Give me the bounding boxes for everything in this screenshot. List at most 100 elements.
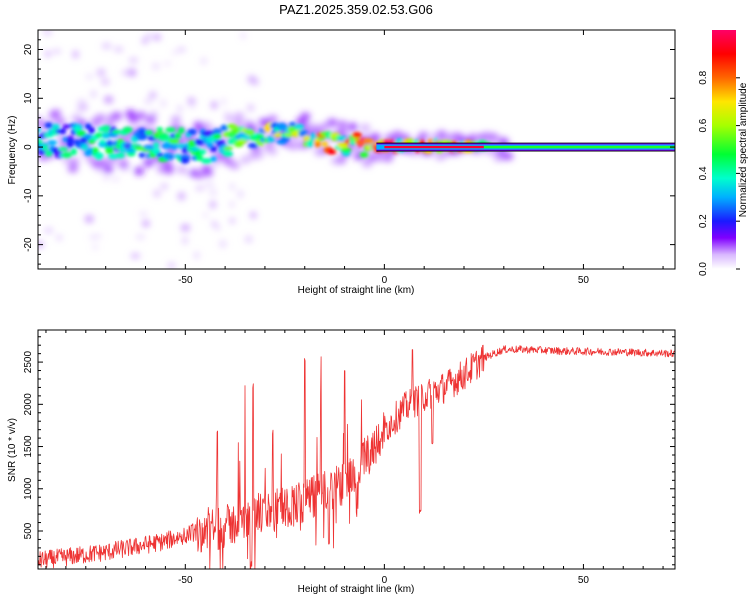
spectrogram-noise-blob	[113, 176, 119, 182]
spectrogram-core-blob	[340, 147, 352, 153]
spectrogram-halo-blob	[176, 165, 187, 174]
spectrogram-core-blob	[307, 142, 314, 148]
spectrogram-noise-blob	[229, 201, 234, 207]
spectrogram-noise-blob	[152, 34, 162, 41]
spectrogram-halo-blob	[392, 131, 403, 140]
spectrogram-noise-blob	[130, 253, 141, 259]
spectrogram-halo-blob	[240, 155, 251, 164]
spectrogram-core-blob	[152, 147, 161, 155]
snr-x-tick-label: -50	[178, 575, 193, 586]
snr-y-tick-label: 1500	[23, 435, 34, 458]
spectrogram-core-blob	[38, 127, 42, 133]
spectrogram-core	[38, 121, 492, 164]
spectrogram-halo-blob	[224, 114, 235, 123]
spectrogram-core-blob	[276, 122, 287, 131]
spectrogram-noise-blob	[248, 78, 258, 84]
snr-y-label: SNR (10 * v/v)	[7, 418, 18, 482]
spectrogram-x-tick-label: 0	[382, 275, 388, 286]
spectrogram-core-blob	[210, 146, 217, 152]
spectrogram-halo-blob	[136, 111, 147, 120]
spectrogram-tone-band-core	[384, 145, 484, 149]
colorbar-tick-label: 0.2	[698, 214, 709, 228]
snr-x-tick-label: 0	[382, 575, 388, 586]
spectrogram-noise-blob	[221, 98, 226, 105]
spectrogram-noise-blob	[142, 38, 148, 44]
spectrogram-halo-blob	[267, 147, 278, 156]
spectrogram-core-blob	[88, 126, 96, 134]
spectrogram-noise-blob	[250, 212, 257, 219]
spectrogram-core-blob	[180, 157, 190, 164]
spectrogram-core-blob	[145, 130, 154, 136]
spectrogram-halo-blob	[362, 159, 373, 168]
colorbar: 0.0 0.2 0.4 0.6 0.8 Normalized spectral ampl…	[698, 30, 749, 276]
snr-y-tick-label: 500	[23, 522, 34, 539]
spectrogram-core-blob	[321, 141, 328, 147]
spectrogram-core-blob	[42, 145, 49, 152]
spectrogram-y-tick-label: 0	[23, 144, 34, 150]
spectrogram-halo-blob	[253, 150, 264, 159]
snr-panel: -50 0 50 500 1000 1500 2000 2500 Height of str…	[7, 329, 676, 595]
spectrogram-halo-blob	[67, 164, 78, 173]
spectrogram-core-blob	[187, 128, 197, 136]
spectrogram-noise-blob	[135, 234, 145, 240]
spectrogram-core-blob	[210, 156, 217, 162]
spectrogram-noise-blob	[230, 183, 235, 190]
spectrogram-core-blob	[302, 135, 311, 141]
spectrogram-core-blob	[338, 135, 347, 141]
spectrogram-core-blob	[220, 124, 229, 131]
spectrogram-halo-blob	[320, 122, 331, 131]
spectrogram-noise-blob	[167, 262, 176, 269]
spectrogram-halo-blob	[171, 115, 182, 124]
spectrogram-core-blob	[298, 130, 308, 137]
spectrogram-noise-blob	[56, 235, 62, 240]
spectrogram-noise-blob	[177, 192, 186, 201]
spectrogram-core-blob	[295, 124, 304, 130]
snr-series-line	[38, 344, 675, 569]
spectrogram-core-blob	[66, 137, 75, 144]
spectrogram-core-blob	[187, 140, 197, 148]
spectrogram-core-blob	[162, 141, 172, 149]
spectrogram-noise-blob	[114, 46, 124, 52]
spectrogram-tone-band-right	[483, 145, 675, 149]
spectrogram-core-blob	[108, 153, 119, 160]
spectrogram-core-blob	[153, 132, 160, 139]
spectrogram-core-blob	[138, 152, 146, 158]
spectrogram-core-blob	[111, 129, 122, 135]
spectrogram-noise-blob	[200, 58, 207, 64]
spectrogram-halo-blob	[103, 165, 114, 174]
spectrogram-core-blob	[222, 146, 234, 151]
spectrogram-halo-blob	[418, 131, 429, 140]
spectrogram-halo-blob	[97, 158, 108, 167]
spectrogram-core-blob	[247, 143, 259, 149]
spectrogram-halo-blob	[201, 121, 212, 130]
spectrogram-core-blob	[101, 133, 111, 139]
spectrogram-noise-blob	[204, 182, 215, 187]
spectrogram-halo-blob	[94, 115, 105, 124]
spectrogram-noise-blob	[128, 68, 136, 77]
spectrogram-noise-blob	[93, 234, 102, 238]
spectrogram-noise-blob	[189, 105, 196, 109]
spectrogram-core-blob	[240, 135, 251, 140]
spectrogram-core-blob	[156, 152, 164, 158]
spectrogram-core-blob	[94, 152, 104, 159]
spectrogram-noise-blob	[101, 78, 110, 85]
spectrogram-core-blob	[136, 135, 147, 141]
spectrogram-core-blob	[144, 145, 154, 150]
spectrogram-core-blob	[201, 157, 212, 164]
snr-x-label: Height of straight line (km)	[298, 584, 415, 595]
spectrogram-noise-blob	[161, 99, 166, 108]
spectrogram-halo-blob	[327, 118, 338, 127]
spectrogram-noise-blob	[180, 224, 191, 231]
spectrogram-halo-blob	[503, 152, 514, 161]
spectrogram-noise-blob	[103, 175, 110, 181]
spectrogram-core-blob	[174, 132, 182, 139]
spectrogram-core-blob	[177, 127, 185, 134]
spectrogram-noise-blob	[177, 105, 183, 113]
spectrogram-core-blob	[222, 150, 234, 157]
spectrogram-halo-blob	[194, 170, 205, 179]
spectrogram-noise-blob	[76, 106, 86, 112]
spectrogram-core-blob	[226, 124, 237, 129]
spectrogram-core-blob	[87, 139, 96, 144]
spectrogram-core-blob	[212, 128, 222, 134]
spectrogram-noise-blob	[211, 161, 220, 168]
